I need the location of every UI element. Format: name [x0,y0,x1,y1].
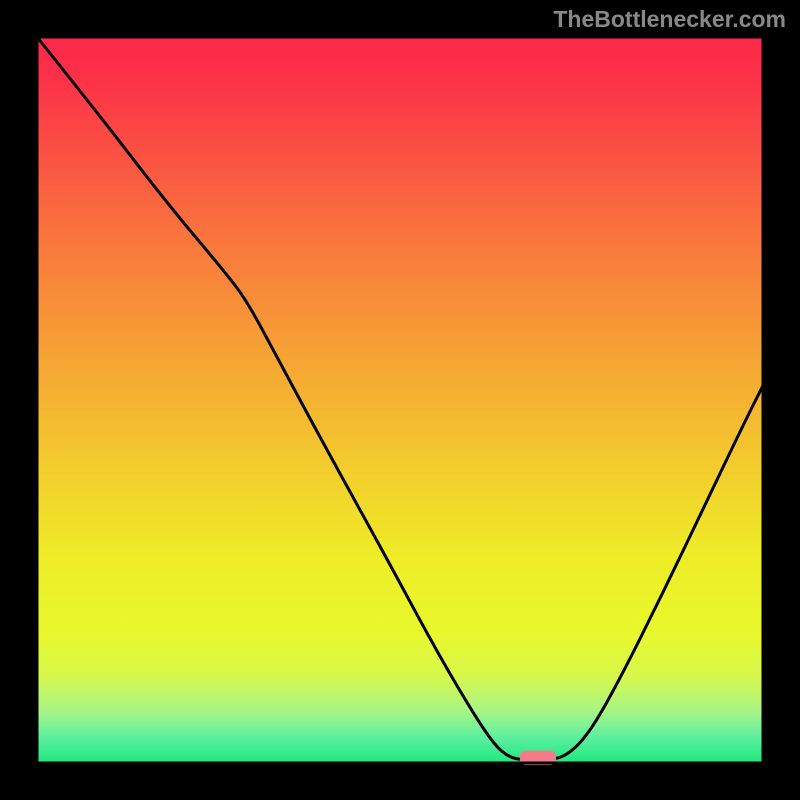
chart-stage: TheBottlenecker.com [0,0,800,800]
bottleneck-chart [0,0,800,800]
plot-area [37,37,763,763]
